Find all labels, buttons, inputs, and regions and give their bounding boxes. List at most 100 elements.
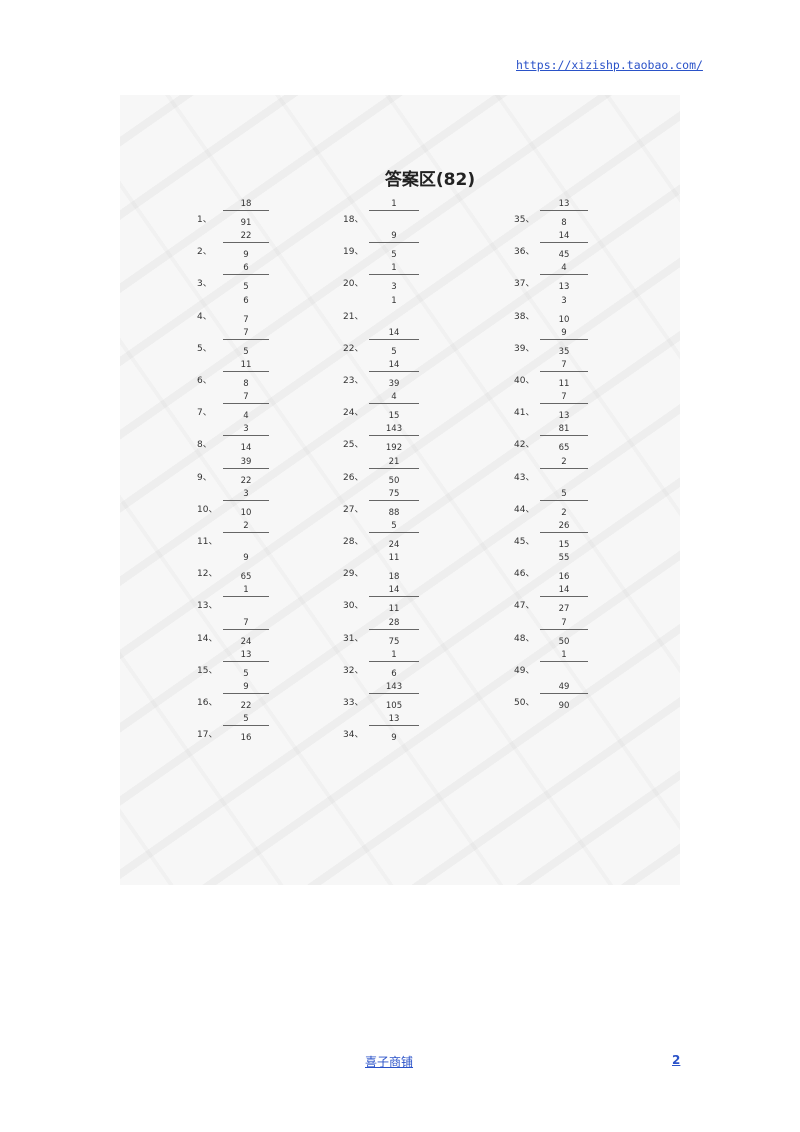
- denominator: 24: [388, 540, 400, 550]
- answer-item: 15、 13 5: [197, 650, 277, 688]
- denominator: 50: [388, 475, 400, 486]
- numerator: 28: [388, 617, 400, 628]
- item-number: 49、: [514, 665, 535, 676]
- answer-item: 31、 28 75: [343, 618, 423, 656]
- denominator: 16: [558, 572, 570, 583]
- item-number: 50、: [514, 698, 535, 708]
- item-number: 19、: [343, 247, 364, 258]
- answer-item: 43、 2: [514, 457, 594, 495]
- fraction-bar: [540, 660, 588, 662]
- fraction-bar: [540, 628, 588, 630]
- denominator: 91: [240, 218, 252, 228]
- answer-item: 28、 5 24: [343, 521, 423, 559]
- shop-url-link[interactable]: https://xizishp.taobao.com/: [516, 58, 703, 72]
- denominator: 24: [240, 636, 252, 647]
- numerator: 143: [385, 682, 403, 692]
- fraction: 26 15: [540, 521, 588, 559]
- denominator: 35: [558, 346, 570, 357]
- fraction-bar: [369, 725, 419, 727]
- numerator: 5: [243, 714, 249, 725]
- answer-item: 39、 9 35: [514, 328, 594, 366]
- answer-item: 3、 6 5: [197, 263, 277, 301]
- fraction-bar: [223, 210, 269, 211]
- numerator: 5: [391, 521, 397, 531]
- footer-shop-link[interactable]: 喜子商铺: [365, 1055, 414, 1069]
- item-number: 13、: [197, 601, 218, 612]
- denominator: 65: [240, 572, 252, 583]
- page-number-link[interactable]: 2: [672, 1053, 681, 1067]
- denominator: 10: [240, 507, 252, 518]
- fraction: 13 9: [369, 714, 419, 752]
- answer-item: 11、 2: [197, 521, 277, 559]
- fraction-bar: [223, 467, 269, 469]
- fraction-bar: [223, 532, 269, 533]
- denominator: 5: [391, 250, 397, 261]
- fraction: 2: [540, 457, 588, 495]
- answer-item: 26、 21 50: [343, 457, 423, 495]
- item-number: 37、: [514, 279, 535, 290]
- fraction-bar: [369, 435, 419, 437]
- fraction: 28 75: [369, 618, 419, 656]
- item-number: 44、: [514, 504, 535, 515]
- item-number: 35、: [514, 215, 535, 225]
- item-number: 16、: [197, 698, 218, 708]
- denominator: 88: [388, 507, 400, 518]
- fraction: 4 13: [540, 263, 588, 301]
- denominator: 13: [558, 411, 570, 422]
- numerator: 14: [558, 585, 570, 596]
- denominator: 18: [388, 572, 400, 583]
- answer-item: 50、 49 90: [514, 682, 594, 720]
- numerator: 2: [243, 521, 249, 531]
- item-number: 15、: [197, 665, 218, 676]
- item-number: 26、: [343, 472, 364, 483]
- item-number: 2、: [197, 247, 212, 258]
- denominator: 90: [558, 701, 570, 711]
- item-number: 45、: [514, 537, 535, 547]
- fraction-bar: [540, 499, 588, 501]
- answer-item: 22、 14 5: [343, 328, 423, 366]
- fraction: 75 88: [369, 489, 419, 527]
- numerator: 1: [391, 263, 397, 274]
- item-number: 23、: [343, 376, 364, 386]
- fraction: 7 13: [540, 392, 588, 430]
- fraction-bar: [223, 242, 269, 244]
- numerator: 21: [388, 456, 400, 467]
- answer-item: 23、 14 39: [343, 360, 423, 398]
- fraction-bar: [540, 467, 588, 469]
- fraction-bar: [540, 435, 588, 437]
- item-number: 46、: [514, 569, 535, 580]
- fraction-bar: [540, 338, 588, 340]
- item-number: 7、: [197, 408, 212, 419]
- item-number: 1、: [197, 215, 212, 225]
- item-number: 11、: [197, 537, 218, 547]
- fraction-bar: [223, 499, 269, 501]
- fraction: 5 24: [369, 521, 419, 559]
- item-number: 17、: [197, 730, 218, 741]
- item-number: 34、: [343, 730, 364, 741]
- fraction-bar: [223, 435, 269, 437]
- fraction: 18 91: [223, 199, 269, 237]
- item-number: 25、: [343, 440, 364, 451]
- numerator: 39: [240, 456, 252, 467]
- denominator: 15: [558, 540, 570, 550]
- denominator: 75: [388, 636, 400, 647]
- fraction: 1: [369, 199, 419, 237]
- answer-item: 10、 3 10: [197, 489, 277, 527]
- fraction-bar: [223, 628, 269, 630]
- fraction-bar: [369, 274, 419, 276]
- answer-item: 14、 7 24: [197, 618, 277, 656]
- fraction: 143 105: [369, 682, 419, 720]
- fraction-bar: [223, 596, 269, 598]
- numerator: 9: [243, 553, 249, 564]
- item-number: 21、: [343, 311, 364, 322]
- item-number: 24、: [343, 408, 364, 419]
- answer-item: 9、 39 22: [197, 457, 277, 495]
- fraction-bar: [369, 210, 419, 211]
- item-number: 27、: [343, 504, 364, 515]
- numerator: 3: [561, 295, 567, 306]
